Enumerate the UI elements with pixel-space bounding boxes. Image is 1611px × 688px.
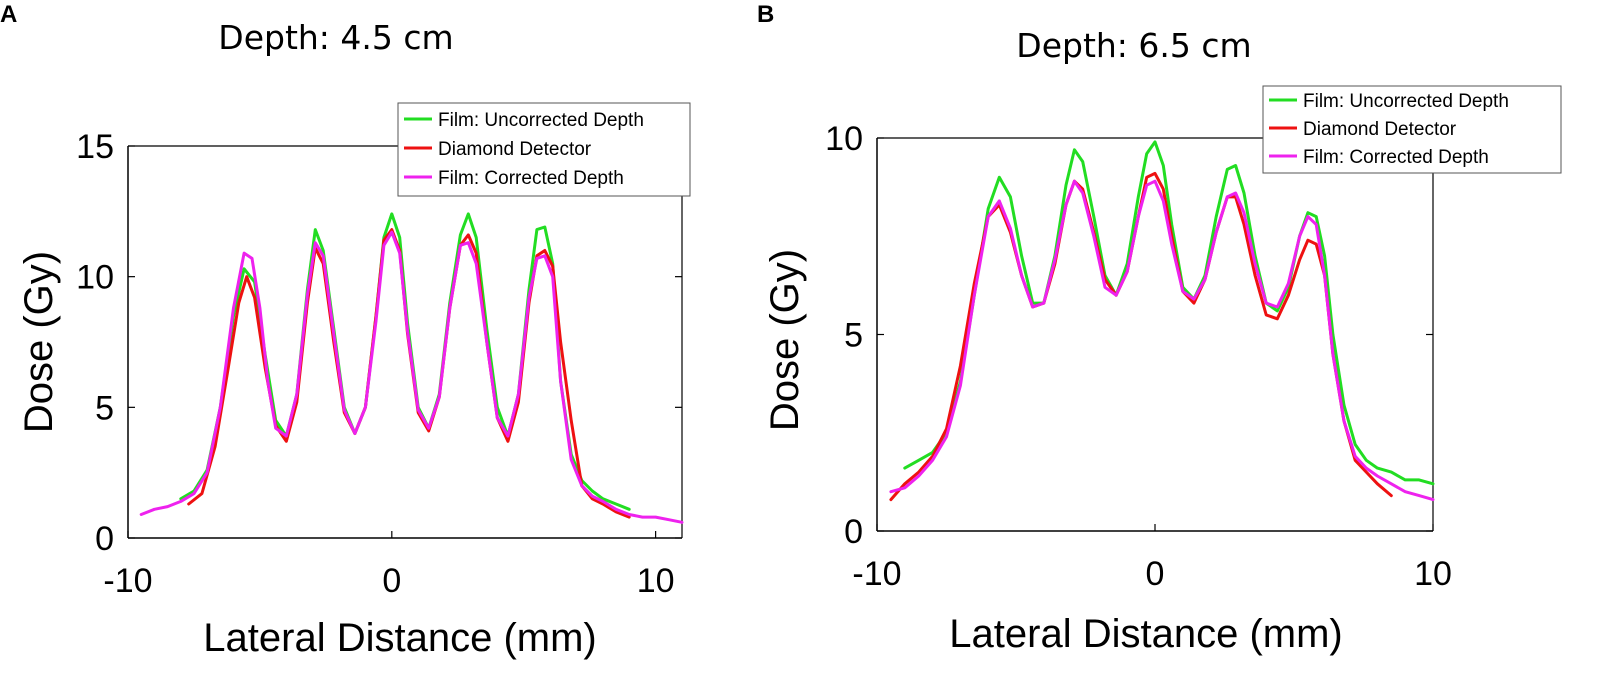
series-line-corrected	[139, 230, 684, 524]
legend-label: Diamond Detector	[1303, 119, 1457, 140]
y-tick-label: 10	[825, 120, 863, 158]
y-tick-label: 15	[76, 128, 114, 166]
series-line-corrected	[889, 179, 1435, 502]
legend-label: Film: Uncorrected Depth	[438, 110, 644, 131]
y-tick-label: 0	[844, 513, 863, 551]
y-tick-label: 5	[844, 317, 863, 355]
x-tick-label: -10	[852, 555, 901, 593]
x-tick-label: 0	[382, 562, 401, 600]
x-axis-label-a: Lateral Distance (mm)	[203, 616, 596, 660]
series-lines-b	[889, 140, 1435, 502]
panel-a: A Depth: 4.5 cm -10 0 10 0 5 10 15 Lateral Dis…	[0, 1, 691, 660]
x-tick-label: 10	[1414, 555, 1452, 593]
y-tick-label: 5	[95, 389, 114, 427]
x-tick-label: 0	[1146, 555, 1165, 593]
series-lines-a	[139, 212, 684, 524]
axes-b: -10 0 10 0 5 10	[825, 120, 1452, 593]
x-tick-label: -10	[103, 562, 152, 600]
x-axis-label-b: Lateral Distance (mm)	[949, 612, 1342, 656]
legend-box	[1262, 85, 1562, 174]
axes-a: -10 0 10 0 5 10 15	[76, 128, 683, 600]
chart-title-a: Depth: 4.5 cm	[218, 18, 453, 57]
legend-a: Film: Uncorrected Depth Diamond Detector F…	[397, 102, 691, 197]
y-axis-label-b: Dose (Gy)	[763, 249, 807, 431]
y-tick-label: 10	[76, 259, 114, 297]
series-line-uncorrected	[903, 140, 1435, 486]
panel-b: B Depth: 6.5 cm -10 0 10 0 5 10 Lateral Dista…	[757, 1, 1562, 656]
panel-letter-b: B	[757, 1, 774, 28]
legend-label: Diamond Detector	[438, 139, 592, 160]
legend-label: Film: Uncorrected Depth	[1303, 91, 1509, 112]
y-tick-label: 0	[95, 520, 114, 558]
x-tick-label: 10	[637, 562, 675, 600]
legend-label: Film: Corrected Depth	[1303, 147, 1489, 168]
legend-box	[397, 102, 691, 197]
legend-label: Film: Corrected Depth	[438, 168, 624, 189]
y-axis-label-a: Dose (Gy)	[17, 251, 61, 433]
legend-b: Film: Uncorrected Depth Diamond Detector F…	[1262, 85, 1562, 174]
series-line-diamond	[889, 171, 1393, 502]
chart-title-b: Depth: 6.5 cm	[1016, 26, 1251, 65]
panel-letter-a: A	[0, 1, 17, 28]
